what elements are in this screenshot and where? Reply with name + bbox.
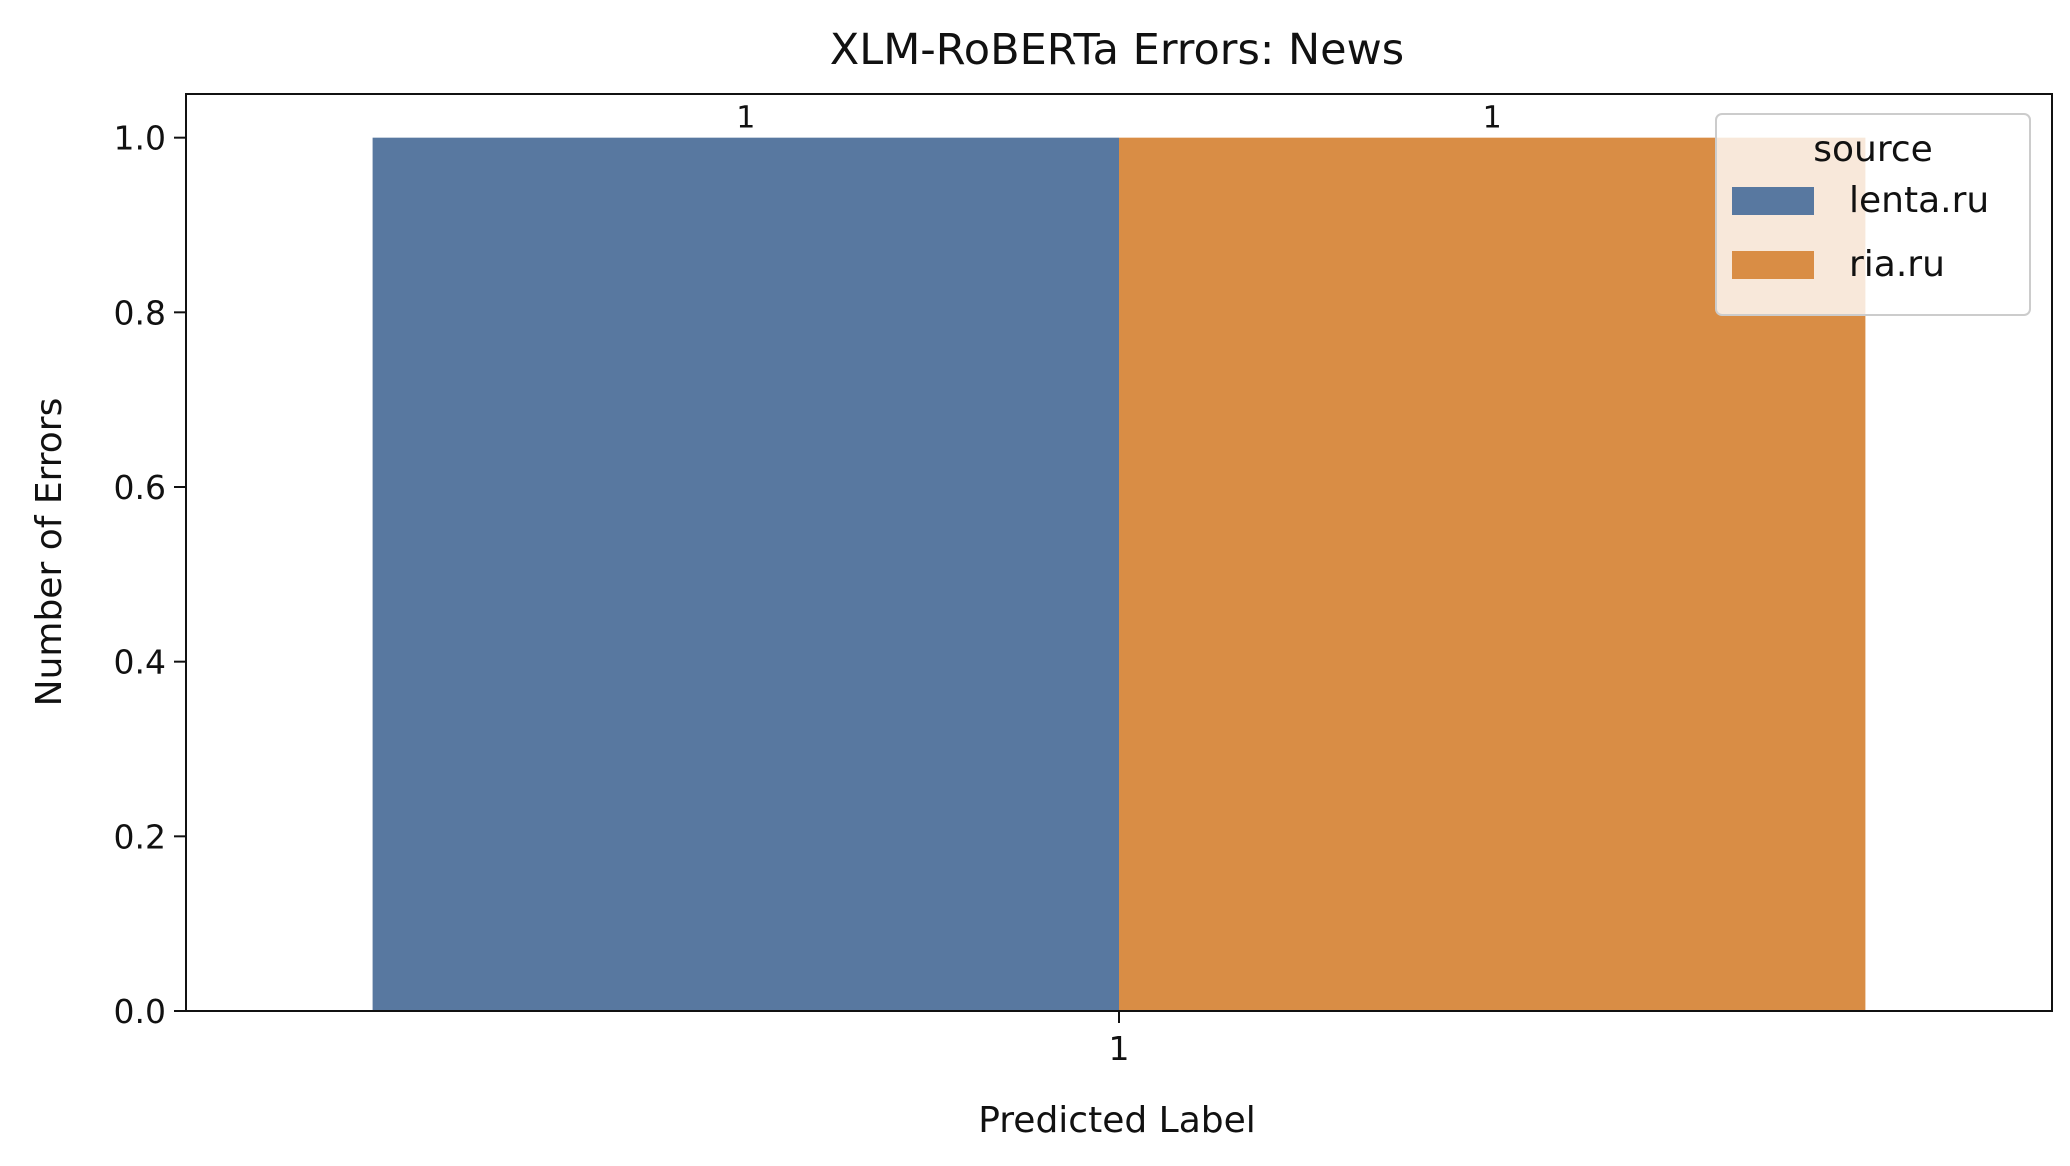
y-tick-label: 0.2	[114, 817, 166, 856]
y-tick-label: 0.8	[114, 293, 166, 332]
bar-lenta-ru-1	[372, 137, 1120, 1011]
legend-entry-lenta-ru: lenta.ru	[1849, 180, 1989, 221]
bar-value-label: 1	[736, 101, 755, 136]
x-axis-label: Predicted Label	[978, 1100, 1256, 1141]
legend-swatch-lenta-ru	[1732, 187, 1814, 215]
x-tick-label: 1	[1109, 1029, 1130, 1068]
chart-title: XLM-RoBERTa Errors: News	[830, 25, 1404, 75]
y-tick-label: 0.0	[114, 992, 166, 1031]
legend: source lenta.ru ria.ru	[1715, 113, 2031, 316]
y-axis-label: Number of Errors	[29, 398, 70, 707]
y-tick-label: 1.0	[114, 119, 166, 158]
legend-entry-ria-ru: ria.ru	[1849, 244, 1945, 285]
y-tick-label: 0.4	[114, 643, 166, 682]
plot-area: 1 1 1 0.0 0.2 0.4 0.6 0.8 1.0	[114, 93, 2053, 1068]
plot-frame	[185, 93, 2053, 1012]
legend-title: source	[1813, 129, 1933, 170]
y-tick-label: 0.6	[114, 468, 166, 507]
legend-swatch-ria-ru	[1732, 251, 1814, 279]
bar-value-label: 1	[1483, 101, 1502, 136]
